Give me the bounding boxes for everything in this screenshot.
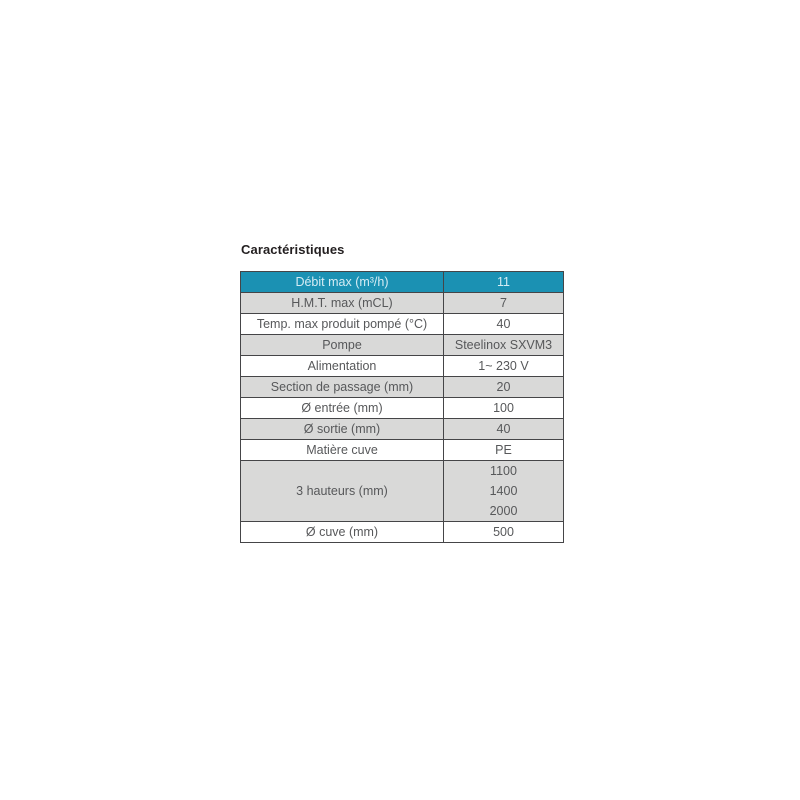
section-title: Caractéristiques xyxy=(241,242,345,257)
spec-label-cell: Section de passage (mm) xyxy=(240,376,444,398)
table-row: H.M.T. max (mCL) 7 xyxy=(240,292,564,314)
table-row: Temp. max produit pompé (°C) 40 xyxy=(240,313,564,335)
table-header-row: Débit max (m³/h) 11 xyxy=(240,271,564,293)
spec-value-cell: 1~ 230 V xyxy=(443,355,564,377)
height-value-2: 1400 xyxy=(489,484,518,498)
header-value-cell: 11 xyxy=(443,271,564,293)
spec-value-cell: Steelinox SXVM3 xyxy=(443,334,564,356)
spec-label-cell: Ø sortie (mm) xyxy=(240,418,444,440)
spec-label-cell: Temp. max produit pompé (°C) xyxy=(240,313,444,335)
table-row: Pompe Steelinox SXVM3 xyxy=(240,334,564,356)
spec-label-cell: H.M.T. max (mCL) xyxy=(240,292,444,314)
spec-value-cell: 20 xyxy=(443,376,564,398)
table-row: Alimentation 1~ 230 V xyxy=(240,355,564,377)
spec-value-cell: 40 xyxy=(443,313,564,335)
table-row: Matière cuve PE xyxy=(240,439,564,461)
table-row: Ø entrée (mm) 100 xyxy=(240,397,564,419)
spec-label-cell: Alimentation xyxy=(240,355,444,377)
spec-value-cell: 100 xyxy=(443,397,564,419)
spec-value-cell-multiline: 1100 1400 2000 xyxy=(443,460,564,522)
height-value-3: 2000 xyxy=(489,504,518,518)
spec-value-cell: 40 xyxy=(443,418,564,440)
spec-value-cell: 7 xyxy=(443,292,564,314)
header-label-cell: Débit max (m³/h) xyxy=(240,271,444,293)
spec-label-cell: Ø entrée (mm) xyxy=(240,397,444,419)
spec-label-cell: Matière cuve xyxy=(240,439,444,461)
characteristics-table: Débit max (m³/h) 11 H.M.T. max (mCL) 7 T… xyxy=(240,271,564,543)
table-row: Ø sortie (mm) 40 xyxy=(240,418,564,440)
height-value-1: 1100 xyxy=(490,464,517,478)
table-row: Ø cuve (mm) 500 xyxy=(240,521,564,543)
spec-label-cell: Pompe xyxy=(240,334,444,356)
spec-label-cell: 3 hauteurs (mm) xyxy=(240,460,444,522)
spec-label-cell: Ø cuve (mm) xyxy=(240,521,444,543)
table-row: Section de passage (mm) 20 xyxy=(240,376,564,398)
spec-value-cell: 500 xyxy=(443,521,564,543)
table-row-heights: 3 hauteurs (mm) 1100 1400 2000 xyxy=(240,460,564,522)
spec-value-cell: PE xyxy=(443,439,564,461)
